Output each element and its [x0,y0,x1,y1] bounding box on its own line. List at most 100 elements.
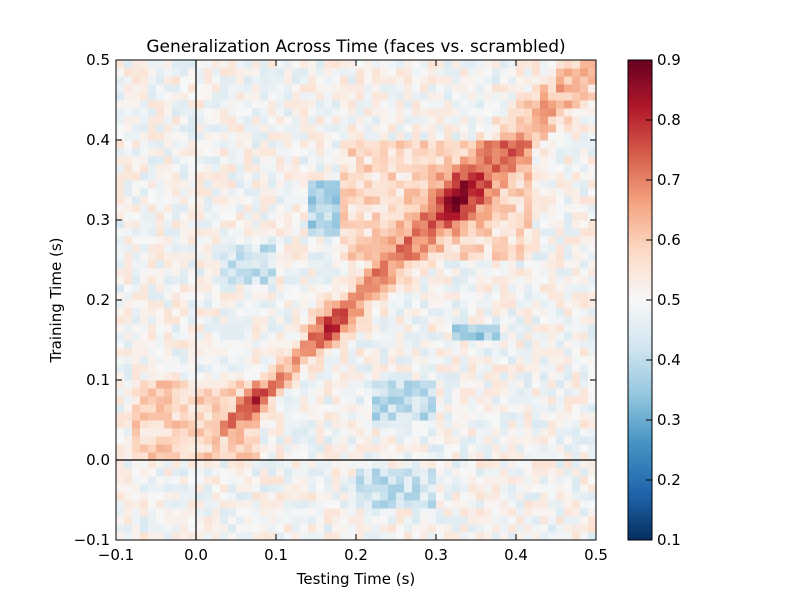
heatmap-cell [220,460,229,469]
heatmap-cell [324,324,333,333]
heatmap-cell [196,316,205,325]
heatmap-cell [364,68,373,77]
heatmap-cell [260,140,269,149]
heatmap-cell [452,132,461,141]
heatmap-cell [284,428,293,437]
heatmap-cell [116,76,125,85]
heatmap-cell [172,244,181,253]
heatmap-cell [124,356,133,365]
heatmap-cell [284,372,293,381]
heatmap-cell [460,396,469,405]
heatmap-cell [564,356,573,365]
heatmap-cell [172,228,181,237]
heatmap-cell [372,68,381,77]
heatmap-cell [332,492,341,501]
heatmap-cell [348,116,357,125]
heatmap-cell [260,292,269,301]
heatmap-cell [332,204,341,213]
heatmap-cell [516,404,525,413]
heatmap-cell [284,452,293,461]
heatmap-cell [524,292,533,301]
heatmap-cell [188,188,197,197]
heatmap-cell [148,484,157,493]
heatmap-cell [444,500,453,509]
heatmap-cell [156,492,165,501]
heatmap-cell [484,236,493,245]
heatmap-cell [300,60,309,69]
heatmap-cell [244,492,253,501]
heatmap-cell [508,284,517,293]
heatmap-cell [564,316,573,325]
heatmap-cell [148,516,157,525]
heatmap-cell [292,316,301,325]
heatmap-cell [324,68,333,77]
heatmap-cell [308,276,317,285]
heatmap-cell [476,108,485,117]
heatmap-cell [236,108,245,117]
heatmap-cell [460,476,469,485]
heatmap-cell [492,500,501,509]
heatmap-cell [348,412,357,421]
heatmap-cell [196,420,205,429]
heatmap-cell [140,124,149,133]
heatmap-cell [420,252,429,261]
heatmap-cell [468,348,477,357]
heatmap-cell [260,508,269,517]
heatmap-cell [228,508,237,517]
heatmap-cell [524,68,533,77]
heatmap-cell [508,156,517,165]
heatmap-cell [172,108,181,117]
chart-title: Generalization Across Time (faces vs. sc… [146,37,565,57]
heatmap-cell [268,412,277,421]
heatmap-cell [164,228,173,237]
heatmap-cell [156,380,165,389]
heatmap-cell [540,412,549,421]
heatmap-cell [444,428,453,437]
heatmap-cell [444,516,453,525]
heatmap-cell [404,132,413,141]
heatmap-cell [268,396,277,405]
heatmap-cell [188,476,197,485]
heatmap-cell [188,268,197,277]
heatmap-cell [156,484,165,493]
heatmap-cell [524,372,533,381]
heatmap-cell [540,364,549,373]
heatmap-cell [116,284,125,293]
heatmap-cell [404,476,413,485]
heatmap-cell [388,92,397,101]
heatmap-cell [412,132,421,141]
heatmap-cell [540,172,549,181]
heatmap-cell [172,516,181,525]
heatmap-cell [196,324,205,333]
heatmap-cell [228,500,237,509]
heatmap-cell [436,436,445,445]
heatmap-cell [588,364,597,373]
heatmap-cell [476,180,485,189]
heatmap-cell [420,268,429,277]
heatmap-cell [116,116,125,125]
heatmap-cell [484,204,493,213]
heatmap-cell [324,452,333,461]
heatmap-cell [468,124,477,133]
heatmap-cell [244,68,253,77]
heatmap-cell [444,124,453,133]
heatmap-cell [300,388,309,397]
heatmap-cell [220,292,229,301]
heatmap-cell [572,84,581,93]
heatmap-cell [500,524,509,533]
heatmap-cell [212,300,221,309]
heatmap-cell [116,356,125,365]
heatmap-cell [236,132,245,141]
heatmap-cell [588,340,597,349]
heatmap-cell [164,68,173,77]
heatmap-cell [564,300,573,309]
heatmap-cell [532,364,541,373]
heatmap-cell [220,324,229,333]
heatmap-cell [388,132,397,141]
heatmap-cell [524,100,533,109]
heatmap-cell [468,396,477,405]
heatmap-cell [404,76,413,85]
heatmap-cell [268,60,277,69]
heatmap-cell [444,92,453,101]
heatmap-cell [356,284,365,293]
